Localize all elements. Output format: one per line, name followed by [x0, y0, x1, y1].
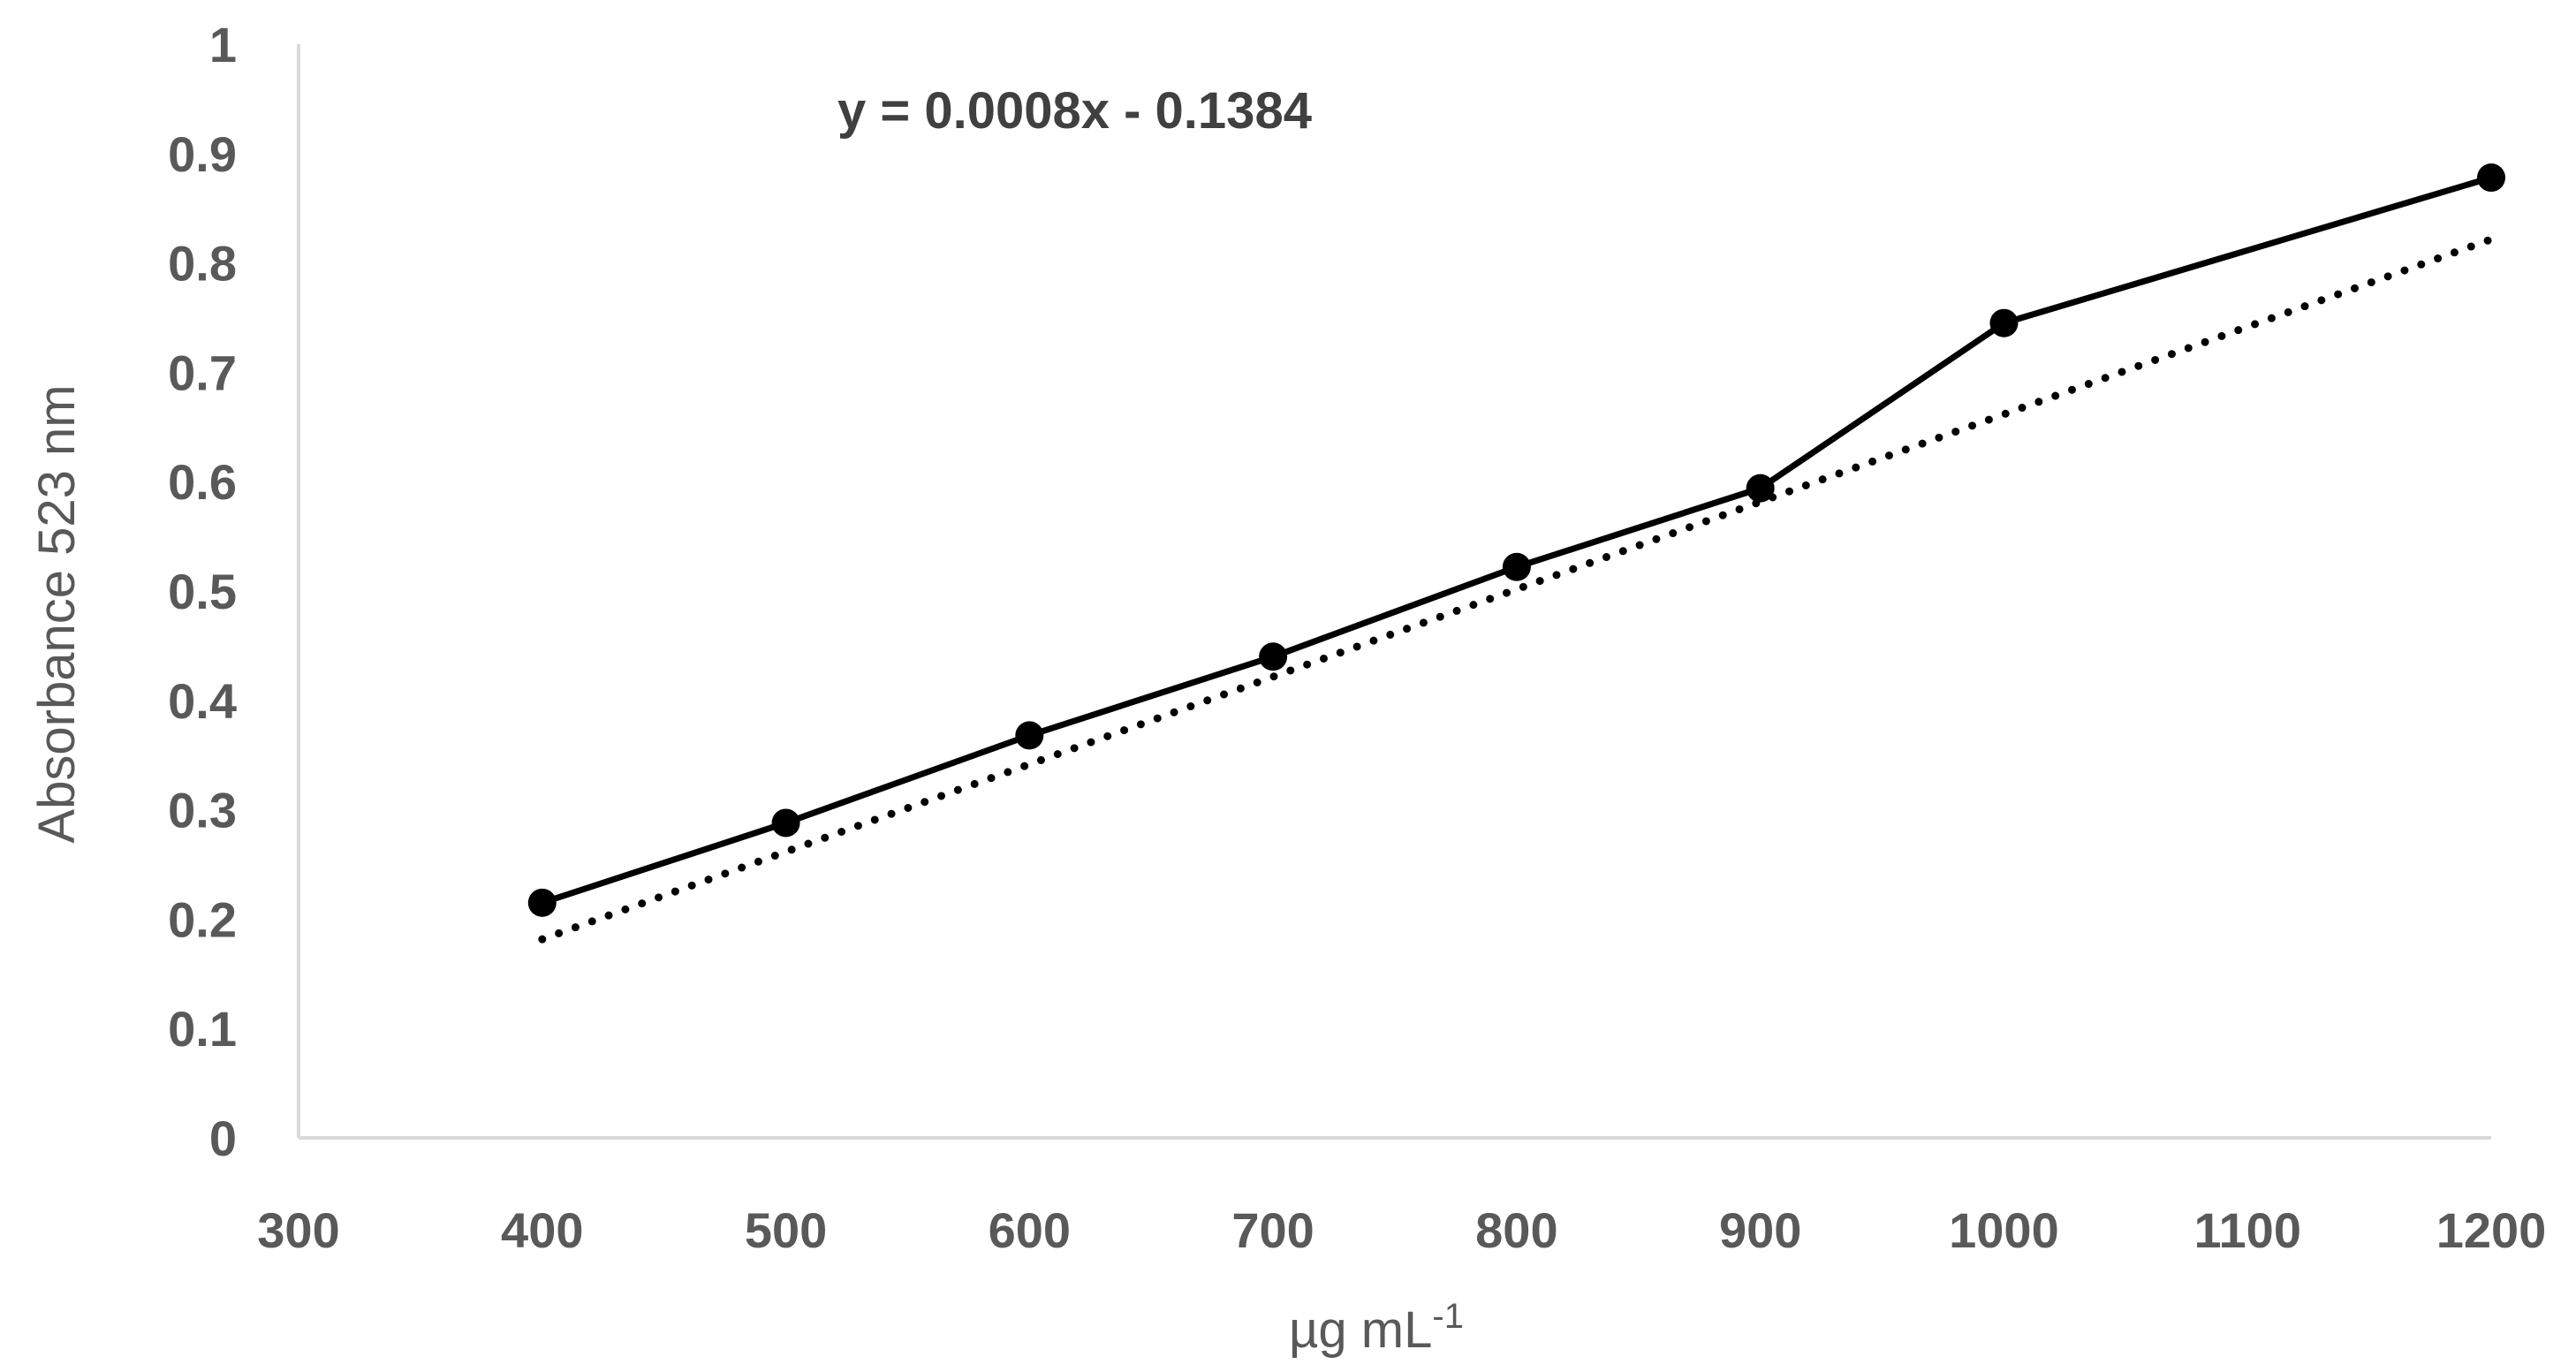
- data-point: [1502, 552, 1531, 581]
- data-series: [527, 163, 2505, 917]
- y-tick-label: 0.5: [168, 564, 237, 619]
- data-point: [1989, 308, 2019, 337]
- data-point: [1015, 721, 1044, 750]
- y-tick-label: 0.3: [168, 783, 237, 838]
- x-axis-title-main: µg mL: [1289, 1301, 1432, 1359]
- x-tick-label: 600: [989, 1202, 1071, 1258]
- series-line: [541, 174, 2493, 906]
- x-axis-title: µg mL-1: [1289, 1297, 1464, 1359]
- x-axis-title-superscript: -1: [1432, 1297, 1464, 1336]
- data-point: [527, 888, 557, 917]
- y-axis-title: Absorbance 523 nm: [28, 384, 86, 843]
- y-tick-label: 0.1: [168, 1001, 237, 1057]
- trendline-line: [538, 235, 2496, 944]
- y-tick-label: 0.2: [168, 891, 237, 947]
- x-tick-label: 400: [501, 1202, 583, 1258]
- y-tick-label: 0.8: [168, 236, 237, 292]
- x-axis-tick-labels: 300 400 500 600 700 800 900 1000 1100 1200: [257, 1202, 2546, 1258]
- data-point: [1746, 474, 1775, 503]
- y-tick-label: 1: [209, 17, 237, 72]
- y-tick-label: 0.4: [168, 673, 237, 729]
- y-axis-tick-labels: 0 0.1 0.2 0.3 0.4 0.5 0.6 0.7 0.8 0.9 1: [168, 17, 237, 1166]
- data-point: [1259, 642, 1288, 671]
- trendline: [538, 235, 2496, 944]
- axes: [297, 44, 2491, 1140]
- x-tick-label: 1100: [2193, 1202, 2301, 1258]
- y-tick-label: 0.9: [168, 126, 237, 182]
- x-tick-label: 800: [1475, 1202, 1557, 1258]
- x-tick-label: 1200: [2436, 1202, 2547, 1258]
- data-point: [771, 808, 800, 838]
- x-tick-label: 900: [1719, 1202, 1801, 1258]
- y-tick-label: 0.7: [168, 345, 237, 400]
- x-tick-label: 1000: [1949, 1202, 2059, 1258]
- x-tick-label: 500: [745, 1202, 827, 1258]
- trendline-equation: y = 0.0008x - 0.1384: [837, 82, 1312, 140]
- x-tick-label: 300: [257, 1202, 339, 1258]
- y-tick-label: 0.6: [168, 454, 237, 510]
- y-tick-label: 0: [209, 1110, 237, 1166]
- x-tick-label: 700: [1231, 1202, 1314, 1258]
- data-point: [2477, 163, 2505, 193]
